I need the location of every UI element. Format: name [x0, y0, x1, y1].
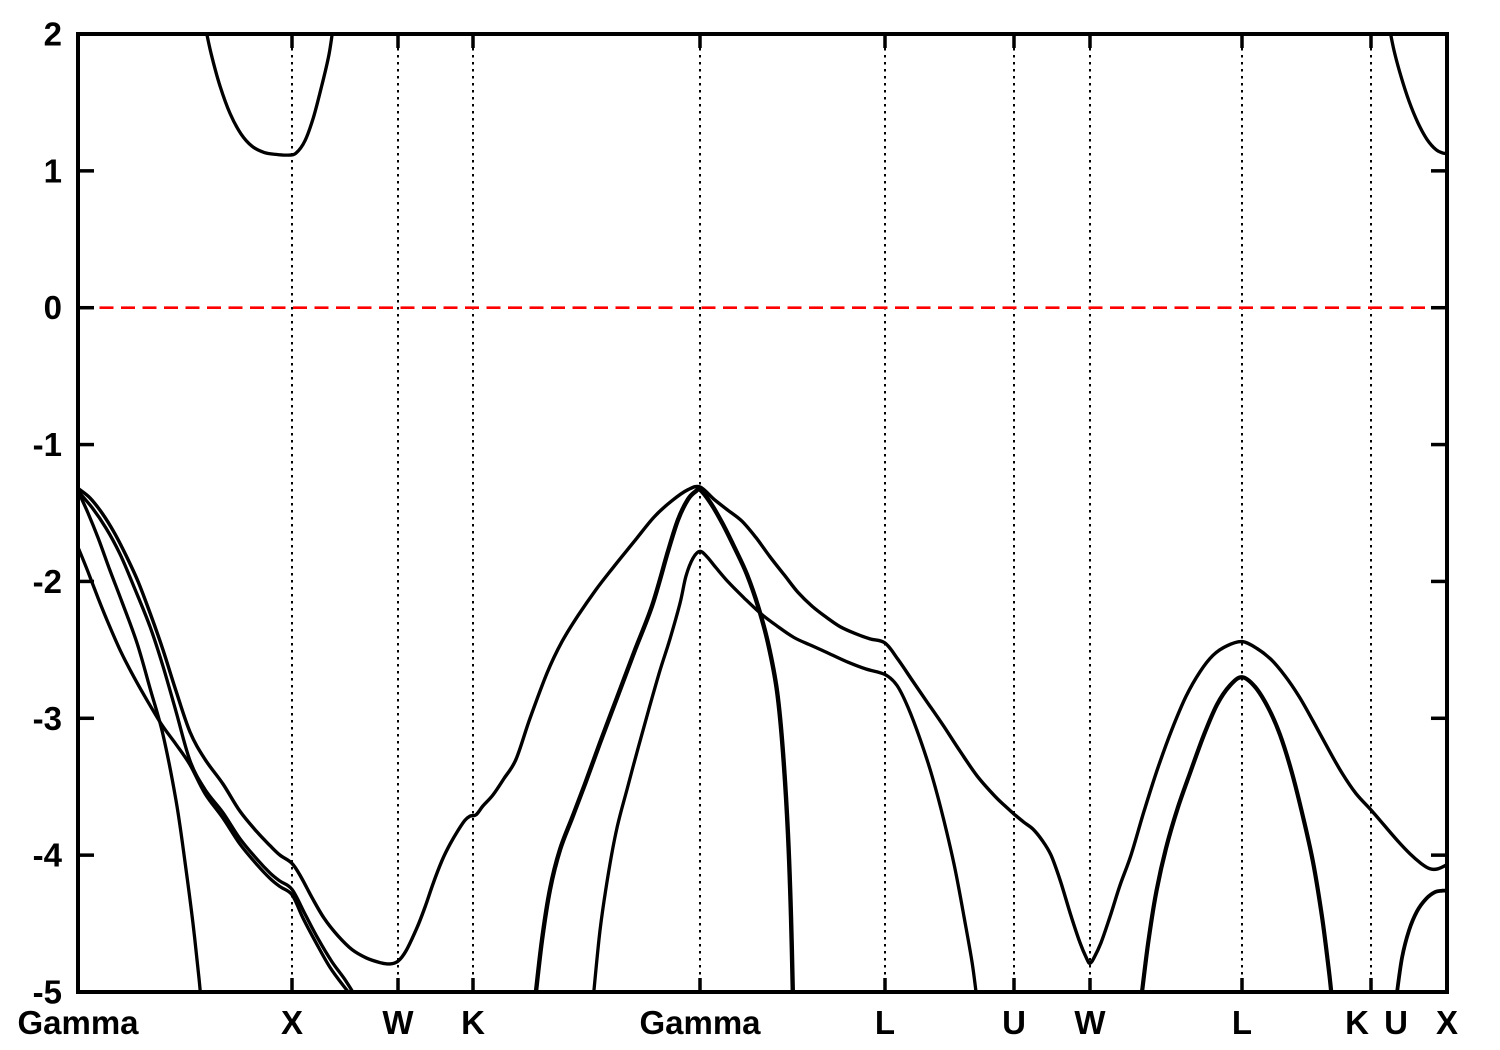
valence-band-3-k-gamma-l-curve	[592, 549, 978, 992]
conduction-band-x2-curve	[1388, 34, 1447, 156]
valence-band-3-gamma-x-curve	[78, 546, 351, 992]
y-axis-label: 1	[44, 152, 62, 189]
y-axis-label: -3	[33, 700, 62, 737]
y-axis-label: -1	[33, 426, 62, 463]
y-axis-label: 0	[44, 289, 62, 326]
x-axis-label-X: X	[281, 1004, 303, 1041]
valence-band-2-gamma-x-curve	[78, 490, 355, 992]
x-axis-label-W: W	[382, 1004, 414, 1041]
valence-band-2-u-x2-curve	[1395, 888, 1447, 992]
conduction-band-x1-curve	[205, 34, 334, 157]
y-axis-label: 2	[44, 16, 62, 53]
y-axis-label: -2	[33, 563, 62, 600]
x-axis-label-K: K	[1345, 1004, 1369, 1041]
valence-band-2-k-gamma-l-curve	[533, 486, 796, 992]
plot-border	[76, 32, 1449, 994]
x-axis-label-W: W	[1074, 1004, 1106, 1041]
x-axis-label-X: X	[1436, 1004, 1458, 1041]
valence-band-top-curve	[78, 484, 1447, 966]
valence-band-2-w-l2-dome-curve	[1139, 675, 1334, 992]
x-axis-label-U: U	[1384, 1004, 1408, 1041]
x-axis-label-Gamma: Gamma	[17, 1004, 139, 1041]
y-axis-label: -4	[33, 837, 63, 874]
x-axis-label-U: U	[1002, 1004, 1026, 1041]
x-axis-label-Gamma: Gamma	[639, 1004, 761, 1041]
x-axis-label-L: L	[875, 1004, 895, 1041]
valence-band-4-gamma-x-steep-curve	[78, 490, 202, 992]
x-axis-label-L: L	[1232, 1004, 1252, 1041]
y-axis-label: -5	[33, 974, 62, 1011]
x-axis-label-K: K	[461, 1004, 485, 1041]
